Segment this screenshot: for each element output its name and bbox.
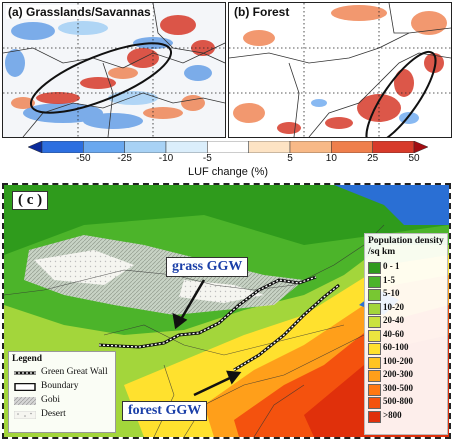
colorbar-tick-label: 10 — [325, 153, 337, 164]
population-class-swatch — [368, 343, 381, 355]
forest-ggw-callout: forest GGW — [122, 401, 208, 421]
legend-item-desert: Desert — [9, 408, 115, 422]
panel-c-label: ( c ) — [12, 191, 49, 210]
colorbar-tick-label: -5 — [202, 153, 212, 164]
population-class-swatch — [368, 275, 381, 288]
population-class-swatch — [368, 370, 381, 382]
population-class-label: 40-60 — [383, 328, 404, 339]
colorbar-tick-label: 50 — [408, 153, 420, 164]
dashed-wall-line-icon — [14, 371, 36, 375]
population-legend-title: Population density /sq km — [365, 234, 447, 260]
population-class-row: 1-5 — [365, 274, 447, 288]
colorbar-swatch — [207, 140, 249, 154]
colorbar-title: LUF change (%) — [187, 166, 269, 178]
legend-item-gobi: Gobi — [9, 394, 115, 408]
colorbar-swatch — [83, 140, 125, 154]
colorbar-tick-label: 5 — [287, 153, 293, 164]
population-class-swatch — [368, 397, 381, 409]
forest-luf-map — [229, 3, 451, 137]
population-class-label: 1-5 — [383, 274, 395, 285]
population-class-swatch — [368, 316, 381, 328]
population-class-row: 60-100 — [365, 341, 447, 355]
population-class-row: 20-40 — [365, 314, 447, 328]
colorbar-swatch — [41, 140, 84, 154]
colorbar-tick-label: -10 — [158, 153, 174, 164]
population-class-label: 200-300 — [383, 369, 413, 379]
population-class-row: 40-60 — [365, 328, 447, 342]
colorbar-swatch — [165, 140, 208, 154]
population-class-row: 0 - 1 — [365, 260, 447, 274]
population-class-row: 300-500 — [365, 382, 447, 396]
population-density-legend: Population density /sq km 0 - 1 1-5 5-10 10… — [364, 233, 448, 435]
population-class-swatch — [368, 302, 381, 315]
population-class-label: 10-20 — [383, 301, 404, 312]
population-class-row: 100-200 — [365, 355, 447, 369]
population-class-label: 300-500 — [383, 382, 413, 393]
population-class-label: 5-10 — [383, 288, 400, 298]
legend-label: Boundary — [41, 381, 79, 391]
population-class-swatch — [368, 410, 381, 423]
map-legend-title: Legend — [12, 354, 43, 364]
rectangle-outline-icon — [14, 383, 36, 391]
colorbar-swatches — [27, 140, 429, 154]
panel-grasslands-map: (a) Grasslands/Savannas — [2, 2, 226, 138]
population-legend-title-line2: /sq km — [368, 247, 396, 257]
population-class-label: 60-100 — [383, 342, 409, 352]
colorbar-tick-label: -50 — [76, 153, 91, 164]
colorbar-swatch — [248, 140, 291, 154]
population-class-label: >800 — [383, 409, 402, 420]
grass-ggw-callout: grass GGW — [166, 257, 249, 277]
panel-a-label: (a) Grasslands/Savannas — [6, 5, 153, 19]
population-class-row: >800 — [365, 409, 447, 423]
population-class-swatch — [368, 329, 381, 342]
panel-forest-map: (b) Forest — [228, 2, 452, 138]
legend-label: Desert — [41, 409, 66, 419]
luf-colorbar: -50 -25 -10 -5 5 10 25 50 LUF change (%) — [27, 140, 429, 180]
white-speckled-icon — [14, 411, 36, 419]
legend-item-green-great-wall: Green Great Wall — [9, 366, 115, 380]
population-class-swatch — [368, 356, 381, 369]
map-legend: Legend Green Great Wall Boundary Gobi De… — [8, 351, 116, 433]
population-class-row: 5-10 — [365, 287, 447, 301]
population-class-label: 100-200 — [383, 355, 413, 366]
population-class-swatch — [368, 383, 381, 396]
population-class-label: 0 - 1 — [383, 261, 400, 271]
legend-item-boundary: Boundary — [9, 380, 115, 394]
population-class-row: 10-20 — [365, 301, 447, 315]
population-class-row: 200-300 — [365, 368, 447, 382]
colorbar-swatch — [124, 140, 167, 154]
population-class-row: 500-800 — [365, 395, 447, 409]
population-class-swatch — [368, 289, 381, 301]
population-class-swatch — [368, 262, 381, 274]
colorbar-swatch — [413, 140, 429, 154]
population-density-map: ( c ) grass GGW forest GGW Population de… — [2, 183, 451, 439]
population-class-label: 500-800 — [383, 396, 413, 406]
colorbar-swatch — [27, 140, 43, 154]
grasslands-luf-map — [3, 3, 225, 137]
colorbar-swatch — [289, 140, 332, 154]
population-legend-title-line1: Population density — [368, 236, 444, 246]
panel-b-label: (b) Forest — [232, 5, 292, 19]
colorbar-tick-label: 25 — [367, 153, 379, 164]
colorbar-swatch — [331, 140, 373, 154]
colorbar-tick-label: -25 — [117, 153, 132, 164]
colorbar-swatch — [372, 140, 415, 154]
legend-label: Gobi — [41, 395, 60, 405]
legend-label: Green Great Wall — [41, 367, 108, 377]
population-class-label: 20-40 — [383, 315, 404, 325]
grey-hatched-icon — [14, 397, 36, 405]
